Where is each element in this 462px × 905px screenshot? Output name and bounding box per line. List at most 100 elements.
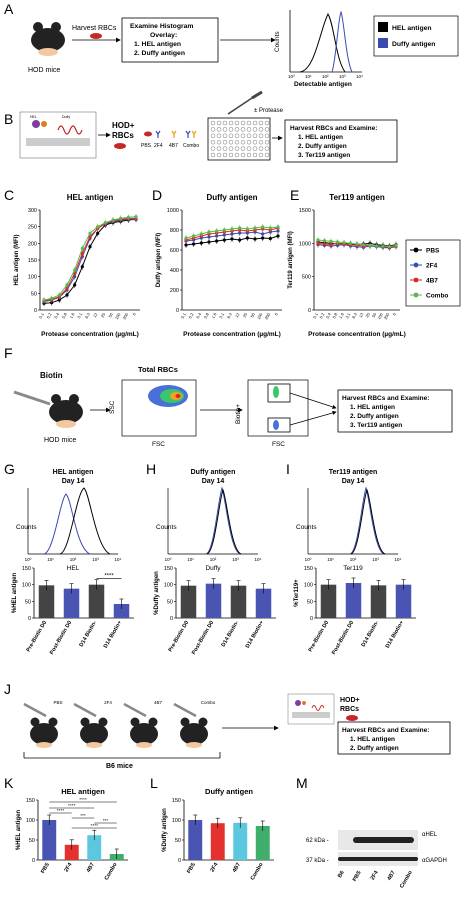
data-point: [355, 242, 359, 246]
well: [210, 139, 216, 145]
x-tick-label: Combo: [250, 861, 265, 881]
hist-xlabel: Detectable antigen: [294, 81, 352, 88]
well: [222, 133, 228, 139]
syringe-icon: [73, 702, 97, 718]
data-point: [103, 221, 107, 225]
data-point: [126, 215, 130, 219]
lane-label: 4B7: [386, 870, 396, 882]
x-tick-label: D14 Biotin+: [103, 620, 123, 649]
box-line-3: 2. Duffy antigen: [350, 745, 399, 752]
legend-marker: [413, 262, 419, 268]
mouse-ear: [148, 717, 158, 727]
panel-letter-m: M: [296, 775, 308, 791]
plot2-ylabel: Biotin+: [235, 404, 242, 424]
syringe-icon: [123, 702, 147, 718]
x-tick-label: 10⁴: [255, 557, 262, 562]
bar: [88, 584, 105, 618]
rbc-label: HOD+: [340, 697, 360, 704]
well: [216, 146, 222, 151]
legend-label: Combo: [426, 293, 448, 300]
x-tick-label: 0.2: [187, 311, 194, 319]
data-point: [316, 238, 320, 242]
x-tick-label: Combo: [104, 861, 119, 881]
panel-letter-h: H: [146, 461, 156, 477]
lane-label: PBS: [352, 870, 363, 883]
x-tick-label: D14 Biotin-: [79, 620, 99, 648]
series-line-combo: [43, 216, 137, 301]
histogram-i: Ter119 antigen Day 14 Counts Ter119 10⁰ 10¹ 10…: [296, 469, 402, 572]
well: [222, 120, 228, 126]
x-tick-label: 0: [131, 311, 137, 316]
data-point: [222, 228, 226, 232]
data-point: [329, 243, 333, 247]
y-tick-label: 0: [28, 616, 31, 622]
data-point: [387, 245, 392, 249]
bar: [38, 585, 55, 618]
data-point: [322, 242, 327, 246]
histogram-a: [289, 10, 362, 73]
data-point: [207, 240, 211, 244]
data-point: [50, 296, 54, 300]
data-point: [316, 241, 320, 245]
ab-label: 4B7: [169, 143, 178, 149]
well: [252, 127, 258, 132]
examine-box: [121, 17, 219, 63]
bar: [64, 844, 79, 860]
treatment-label: PBS: [53, 700, 62, 705]
y-tick-label: 50: [25, 599, 31, 605]
box-line-1: Harvest RBCs and Examine:: [342, 727, 429, 734]
chart-title: HEL antigen: [67, 193, 114, 202]
well: [252, 146, 258, 151]
well: [240, 146, 246, 151]
x-tick-label: 200: [264, 311, 272, 320]
legend-marker: [413, 247, 419, 253]
bar: [255, 826, 270, 860]
y-tick-label: 100: [172, 818, 181, 824]
data-point: [184, 236, 188, 240]
chart-title: Duffy antigen: [206, 193, 257, 202]
well: [258, 127, 264, 132]
well: [258, 146, 264, 151]
mouse-ear: [48, 717, 58, 727]
western-blot: [338, 830, 418, 866]
x-tick-label: Post-Biotin D0: [191, 620, 215, 656]
hist-ticks: 10⁰ 10¹ 10² 10³ 10⁴: [288, 74, 363, 79]
x-tick-label: 50: [371, 311, 378, 318]
mouse-ear: [98, 717, 108, 727]
x-tick-label: Pre-Biotin D0: [168, 620, 191, 653]
examine-box: [284, 119, 398, 163]
box-line-1: Harvest RBCs and Examine:: [342, 395, 429, 402]
hist-curve: [350, 488, 386, 555]
x-tick-label: 10⁴: [115, 557, 122, 562]
chart-i: 0 50 100 150 %Ter119+ Pre-Biotin D0 Post-Bioti…: [294, 566, 416, 656]
x-tick-label: 100: [376, 311, 384, 320]
plot2-xlabel: FSC: [272, 441, 285, 448]
mouse-icon: [30, 723, 58, 745]
data-point: [65, 283, 69, 287]
bar: [255, 588, 272, 618]
hist-subtitle: Day 14: [62, 478, 85, 485]
x-tick-label: 4B7: [232, 862, 242, 874]
y-tick-label: 250: [28, 225, 37, 231]
y-tick-label: 0: [32, 858, 35, 864]
examine-box: [337, 721, 451, 755]
y-axis-label: Ter119 antigen (MFI): [288, 231, 294, 289]
x-tick-label: 0.8: [203, 311, 210, 319]
well: [252, 133, 258, 139]
data-point: [119, 216, 123, 220]
hist-ylabel: Counts: [16, 524, 37, 531]
bar: [87, 835, 102, 860]
chart-title: Duffy antigen: [205, 787, 253, 796]
legend-label: PBS: [426, 248, 440, 255]
bar: [210, 823, 225, 860]
y-tick-label: 800: [170, 228, 179, 234]
bar: [230, 585, 247, 618]
well: [228, 127, 234, 132]
treatment-label: 2F4: [104, 700, 112, 705]
well: [216, 133, 222, 139]
data-point: [111, 218, 115, 222]
box-line-2: Overlay:: [150, 32, 177, 39]
panel-letter-g: G: [4, 461, 15, 477]
